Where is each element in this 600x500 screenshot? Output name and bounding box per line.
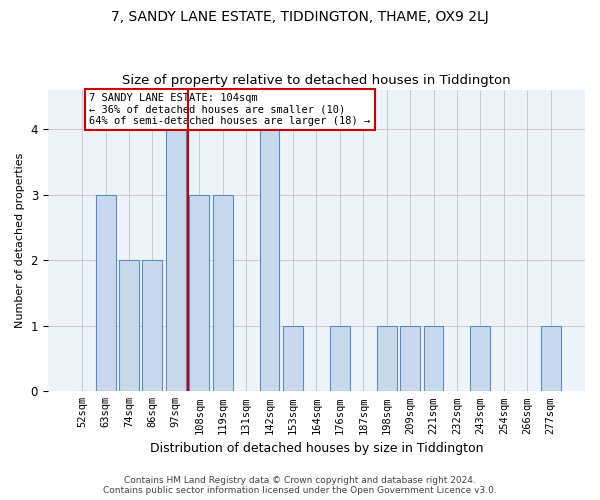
Text: 7 SANDY LANE ESTATE: 104sqm
← 36% of detached houses are smaller (10)
64% of sem: 7 SANDY LANE ESTATE: 104sqm ← 36% of det… [89,93,370,126]
Title: Size of property relative to detached houses in Tiddington: Size of property relative to detached ho… [122,74,511,87]
Bar [470,326,490,392]
Bar [400,326,420,392]
X-axis label: Distribution of detached houses by size in Tiddington: Distribution of detached houses by size … [149,442,483,455]
Text: Contains HM Land Registry data © Crown copyright and database right 2024.
Contai: Contains HM Land Registry data © Crown c… [103,476,497,495]
Bar [213,194,233,392]
Bar [190,194,209,392]
Bar [377,326,397,392]
Bar [119,260,139,392]
Bar [330,326,350,392]
Bar [260,129,280,392]
Text: 7, SANDY LANE ESTATE, TIDDINGTON, THAME, OX9 2LJ: 7, SANDY LANE ESTATE, TIDDINGTON, THAME,… [111,10,489,24]
Bar [541,326,560,392]
Bar [142,260,163,392]
Bar [283,326,303,392]
Bar [424,326,443,392]
Y-axis label: Number of detached properties: Number of detached properties [15,152,25,328]
Bar [166,129,186,392]
Bar [95,194,116,392]
